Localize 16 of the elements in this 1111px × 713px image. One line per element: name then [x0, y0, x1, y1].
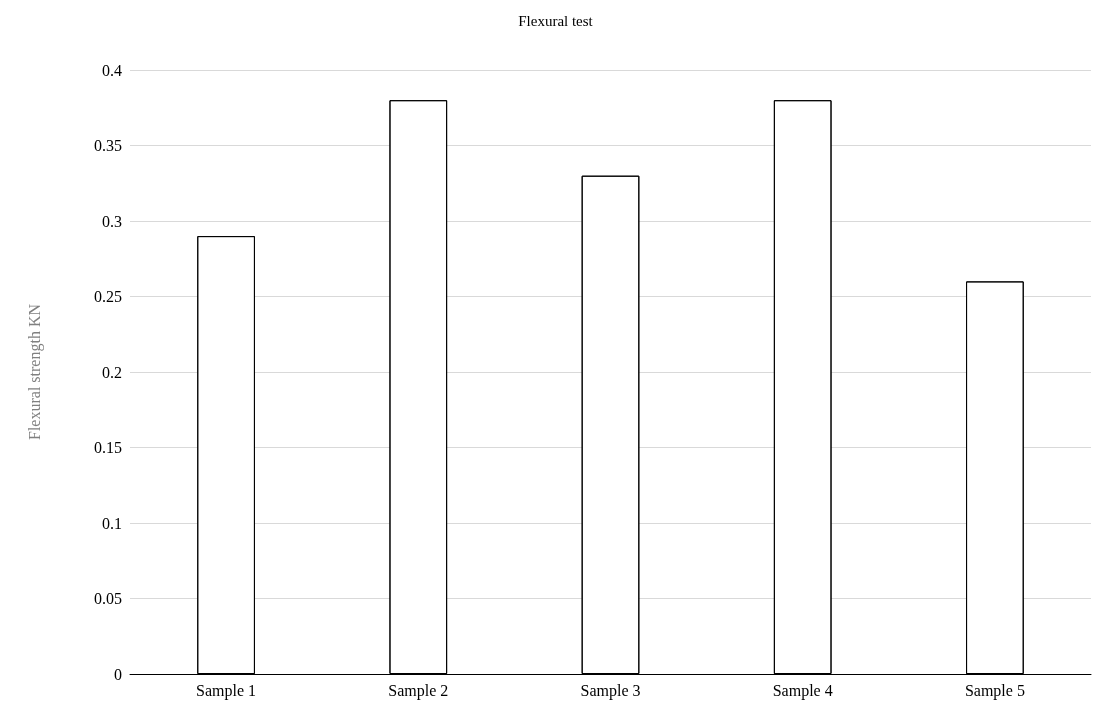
x-tick-label: Sample 3 [580, 681, 641, 700]
x-tick-label: Sample 1 [196, 681, 257, 700]
y-axis-title: Flexural strength KN [25, 303, 44, 440]
y-tick-label: 0.35 [94, 137, 122, 154]
y-tick-label: 0.2 [102, 363, 122, 381]
y-tick-label: 0.4 [102, 61, 122, 79]
x-tick-label: Sample 2 [388, 681, 449, 700]
y-tick-label: 0.25 [94, 288, 122, 305]
y-tick-label: 0.15 [94, 439, 122, 456]
y-tick-label: 0.05 [94, 590, 122, 607]
chart-title: Flexural test [518, 12, 594, 29]
y-tick-label: 0.1 [102, 514, 122, 532]
y-tick-label: 0 [114, 665, 122, 683]
y-tick-label: 0.3 [102, 212, 122, 230]
x-tick-label: Sample 4 [772, 681, 833, 700]
x-tick-label: Sample 5 [964, 681, 1025, 700]
